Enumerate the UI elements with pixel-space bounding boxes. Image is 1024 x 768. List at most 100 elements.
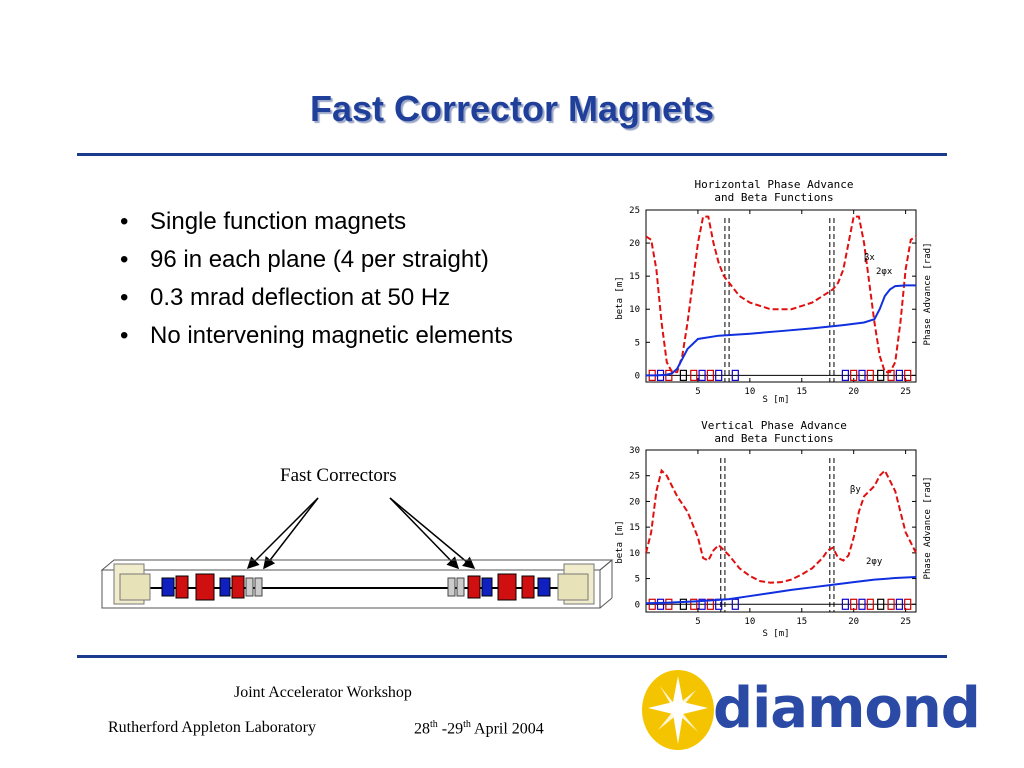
lattice-element-mark bbox=[850, 369, 858, 381]
lattice-element-mark bbox=[731, 369, 739, 381]
end-sextupole-right bbox=[557, 563, 595, 605]
bullet-item: • No intervening magnetic elements bbox=[120, 319, 520, 353]
y-tick-label: 25 bbox=[629, 472, 640, 482]
bullet-text: No intervening magnetic elements bbox=[150, 322, 513, 349]
y-tick-label: 10 bbox=[629, 549, 640, 559]
series-line bbox=[645, 215, 917, 374]
chart-title-line1: Horizontal Phase Advance bbox=[695, 178, 854, 191]
y-tick-label: 20 bbox=[629, 497, 640, 507]
lattice-element-mark bbox=[904, 598, 912, 610]
series-line bbox=[645, 576, 917, 605]
lattice-element-mark bbox=[895, 369, 903, 381]
x-tick-label: 20 bbox=[848, 617, 859, 627]
lattice-element-mark bbox=[841, 369, 849, 381]
bullet-text: 0.3 mrad deflection at 50 Hz bbox=[150, 284, 451, 311]
end-sextupole-left bbox=[113, 563, 151, 605]
x-tick-label: 15 bbox=[796, 387, 807, 397]
lattice-element-mark bbox=[904, 369, 912, 381]
y-tick-label: 15 bbox=[629, 523, 640, 533]
lattice-element-mark bbox=[877, 598, 885, 610]
series-line bbox=[645, 468, 917, 584]
quadrupole-magnets-right bbox=[467, 573, 551, 601]
lattice-element-mark bbox=[866, 598, 874, 610]
lattice-element-mark bbox=[690, 598, 698, 610]
lattice-element-mark bbox=[679, 369, 687, 381]
lattice-element-mark bbox=[877, 369, 885, 381]
series-label: βx bbox=[864, 253, 875, 263]
y-tick-label: 30 bbox=[629, 446, 640, 456]
x-tick-label: 25 bbox=[900, 387, 911, 397]
y-tick-label: 0 bbox=[635, 600, 640, 610]
footer-lab: Rutherford Appleton Laboratory bbox=[108, 719, 316, 736]
lattice-element-mark bbox=[887, 598, 895, 610]
x-tick-label: 10 bbox=[744, 617, 755, 627]
lattice-element-mark bbox=[850, 598, 858, 610]
footer-workshop: Joint Accelerator Workshop bbox=[234, 684, 412, 701]
diagram-caption: Fast Correctors bbox=[280, 465, 397, 486]
y-tick-label: 0 bbox=[635, 371, 640, 381]
series-label: βy bbox=[850, 485, 861, 495]
lattice-element-mark bbox=[665, 598, 673, 610]
lattice-element-mark bbox=[698, 598, 706, 610]
bullet-icon: • bbox=[120, 284, 129, 311]
lattice-element-mark bbox=[648, 598, 656, 610]
slide-title: Fast Corrector Magnets bbox=[309, 88, 715, 129]
y-tick-label: 5 bbox=[635, 575, 640, 585]
corrector-arrows bbox=[246, 497, 476, 570]
lattice-element-mark bbox=[858, 598, 866, 610]
lattice-element-mark bbox=[858, 369, 866, 381]
series-label: 2φy bbox=[866, 557, 883, 567]
bullet-item: • 0.3 mrad deflection at 50 Hz bbox=[120, 281, 520, 315]
x-tick-label: 5 bbox=[695, 387, 700, 397]
chart-title-line2: and Beta Functions bbox=[714, 432, 833, 445]
lattice-element-mark bbox=[698, 369, 706, 381]
chart-y2label: Phase Advance [rad] bbox=[923, 477, 933, 580]
x-tick-label: 10 bbox=[744, 387, 755, 397]
series-label: 2φx bbox=[876, 267, 893, 277]
y-tick-label: 25 bbox=[629, 206, 640, 216]
chart-title-line1: Vertical Phase Advance bbox=[701, 419, 847, 432]
lattice-element-mark bbox=[706, 598, 714, 610]
series-line bbox=[646, 284, 916, 377]
y-tick-label: 10 bbox=[629, 305, 640, 315]
chart-ylabel: beta [m] bbox=[615, 520, 625, 563]
lattice-element-mark bbox=[690, 369, 698, 381]
y-tick-label: 15 bbox=[629, 272, 640, 282]
bullet-item: • 96 in each plane (4 per straight) bbox=[120, 243, 520, 277]
diamond-logo-text: diamond bbox=[713, 676, 981, 741]
x-tick-label: 15 bbox=[796, 617, 807, 627]
bullet-icon: • bbox=[120, 322, 129, 349]
footer-divider bbox=[77, 655, 947, 658]
footer-date: 28th -29th April 2004 bbox=[414, 719, 544, 738]
quadrupole-magnets-left bbox=[161, 573, 245, 601]
x-tick-label: 5 bbox=[695, 617, 700, 627]
lattice-element-mark bbox=[866, 369, 874, 381]
bullet-icon: • bbox=[120, 208, 129, 235]
lattice-element-mark bbox=[841, 598, 849, 610]
lattice-element-mark bbox=[715, 369, 723, 381]
lattice-element-mark bbox=[679, 598, 687, 610]
diamond-star-logo-icon bbox=[642, 670, 714, 750]
fast-corrector-magnets-left bbox=[245, 577, 263, 597]
vertical-beta-chart: Vertical Phase Advance and Beta Function… bbox=[615, 419, 933, 639]
chart-y2label: Phase Advance [rad] bbox=[923, 243, 933, 346]
chart-title-line2: and Beta Functions bbox=[714, 191, 833, 204]
chart-ylabel: beta [m] bbox=[615, 276, 625, 319]
y-tick-label: 5 bbox=[635, 338, 640, 348]
lattice-element-mark bbox=[706, 369, 714, 381]
chart-xlabel: S [m] bbox=[762, 395, 789, 405]
lattice-element-mark bbox=[656, 598, 665, 610]
bullet-text: 96 in each plane (4 per straight) bbox=[150, 246, 489, 273]
y-tick-label: 20 bbox=[629, 239, 640, 249]
horizontal-beta-chart: Horizontal Phase Advance and Beta Functi… bbox=[615, 178, 933, 405]
title-divider bbox=[77, 153, 947, 156]
lattice-element-mark bbox=[731, 598, 739, 610]
magnet-lattice-diagram bbox=[100, 497, 614, 609]
bullet-item: • Single function magnets bbox=[120, 205, 520, 239]
plot-frame bbox=[645, 449, 917, 613]
bullet-text: Single function magnets bbox=[150, 208, 407, 235]
bullet-list: • Single function magnets • 96 in each pla… bbox=[120, 205, 520, 357]
x-tick-label: 25 bbox=[900, 617, 911, 627]
lattice-element-mark bbox=[895, 598, 903, 610]
bullet-icon: • bbox=[120, 246, 129, 273]
